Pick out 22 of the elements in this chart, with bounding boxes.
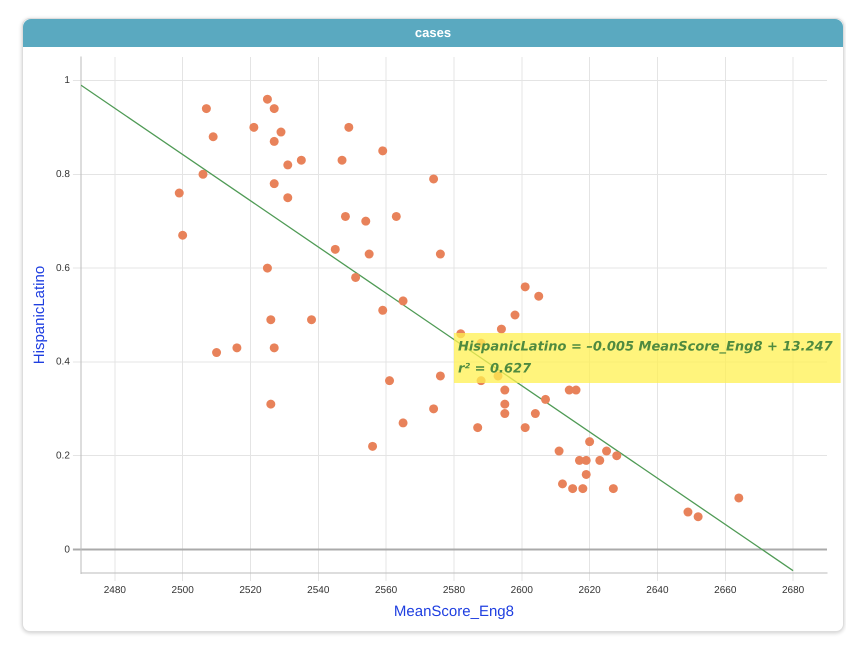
x-tick-label: 2620 [578,584,602,596]
y-tick-label: 0.8 [56,169,70,180]
y-tick-label: 0.2 [56,450,70,462]
chart-title: cases [23,19,843,47]
x-axis-title: MeanScore_Eng8 [394,603,514,620]
x-tick-label: 2640 [646,584,669,596]
y-tick-label: 0.6 [56,262,70,274]
x-tick-label: 2560 [375,584,398,596]
x-tick-label: 2540 [307,584,330,596]
x-tick-label: 2580 [442,584,466,596]
annotation: HispanicLatino = –0.005 MeanScore_Eng8 + 13.247 [458,339,834,354]
x-tick-label: 2520 [239,584,262,596]
y-tick-label: 0.4 [56,356,70,368]
y-tick-label: 0 [64,544,70,556]
x-tick-label: 2660 [714,584,737,596]
x-tick-label: 2600 [510,584,534,596]
annotation: r² = 0.627 [458,361,532,376]
x-tick-label: 2680 [782,584,805,596]
y-axis-title: HispanicLatino [31,266,48,364]
y-tick-label: 1 [64,75,70,86]
x-tick-label: 2500 [172,584,194,596]
x-tick-label: 2480 [104,584,126,596]
